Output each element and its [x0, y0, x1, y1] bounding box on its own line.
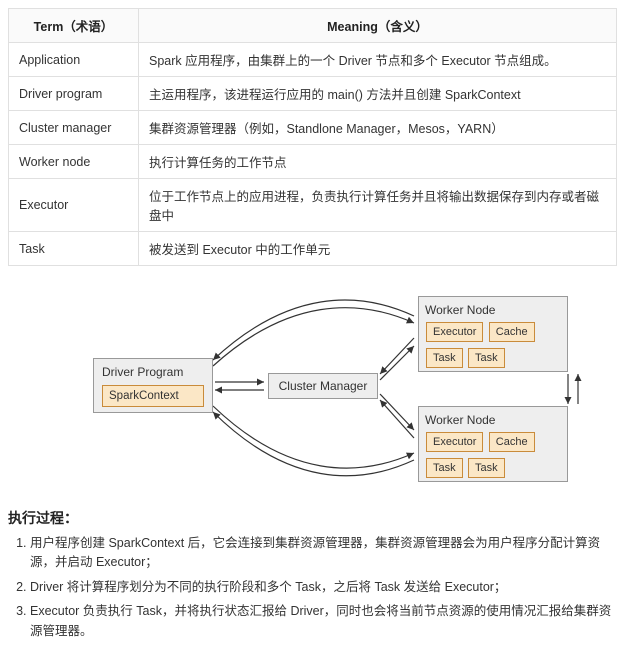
step-item: Executor 负责执行 Task，并将执行状态汇报给 Driver，同时也会…	[30, 602, 617, 641]
step-item: 用户程序创建 SparkContext 后，它会连接到集群资源管理器，集群资源管…	[30, 534, 617, 573]
term-cell: Worker node	[9, 145, 139, 179]
meaning-cell: 主运用程序，该进程运行应用的 main() 方法并且创建 SparkContex…	[139, 77, 617, 111]
table-row: Cluster manager集群资源管理器（例如，Standlone Mana…	[9, 111, 617, 145]
worker-label: Worker Node	[425, 413, 561, 427]
th-term: Term（术语）	[9, 9, 139, 43]
term-cell: Application	[9, 43, 139, 77]
section-title: 执行过程：	[8, 508, 617, 528]
task-box: Task	[426, 458, 463, 478]
th-meaning: Meaning（含义）	[139, 9, 617, 43]
term-cell: Executor	[9, 179, 139, 232]
meaning-cell: 被发送到 Executor 中的工作单元	[139, 232, 617, 266]
sparkcontext-box: SparkContext	[102, 385, 204, 407]
step-item: Driver 将计算程序划分为不同的执行阶段和多个 Task，之后将 Task …	[30, 578, 617, 597]
executor-box: Executor	[426, 322, 483, 342]
cache-box: Cache	[489, 322, 535, 342]
worker-label: Worker Node	[425, 303, 561, 317]
meaning-cell: 集群资源管理器（例如，Standlone Manager，Mesos，YARN）	[139, 111, 617, 145]
steps-list: 用户程序创建 SparkContext 后，它会连接到集群资源管理器，集群资源管…	[8, 534, 617, 641]
term-cell: Task	[9, 232, 139, 266]
term-cell: Driver program	[9, 77, 139, 111]
terms-table: Term（术语） Meaning（含义） ApplicationSpark 应用…	[8, 8, 617, 266]
table-row: Driver program主运用程序，该进程运行应用的 main() 方法并且…	[9, 77, 617, 111]
table-row: Worker node执行计算任务的工作节点	[9, 145, 617, 179]
table-row: Task被发送到 Executor 中的工作单元	[9, 232, 617, 266]
meaning-cell: 执行计算任务的工作节点	[139, 145, 617, 179]
driver-box: Driver Program SparkContext	[93, 358, 213, 413]
cache-box: Cache	[489, 432, 535, 452]
worker-node-2: Worker Node Executor Cache Task Task	[418, 406, 568, 482]
meaning-cell: Spark 应用程序，由集群上的一个 Driver 节点和多个 Executor…	[139, 43, 617, 77]
task-box: Task	[468, 458, 505, 478]
term-cell: Cluster manager	[9, 111, 139, 145]
task-box: Task	[468, 348, 505, 368]
cluster-manager-box: Cluster Manager	[268, 373, 378, 399]
architecture-diagram: Driver Program SparkContext Cluster Mana…	[8, 278, 617, 498]
executor-box: Executor	[426, 432, 483, 452]
table-row: Executor位于工作节点上的应用进程，负责执行计算任务并且将输出数据保存到内…	[9, 179, 617, 232]
worker-node-1: Worker Node Executor Cache Task Task	[418, 296, 568, 372]
task-box: Task	[426, 348, 463, 368]
table-row: ApplicationSpark 应用程序，由集群上的一个 Driver 节点和…	[9, 43, 617, 77]
driver-label: Driver Program	[102, 365, 204, 379]
terms-tbody: ApplicationSpark 应用程序，由集群上的一个 Driver 节点和…	[9, 43, 617, 266]
meaning-cell: 位于工作节点上的应用进程，负责执行计算任务并且将输出数据保存到内存或者磁盘中	[139, 179, 617, 232]
